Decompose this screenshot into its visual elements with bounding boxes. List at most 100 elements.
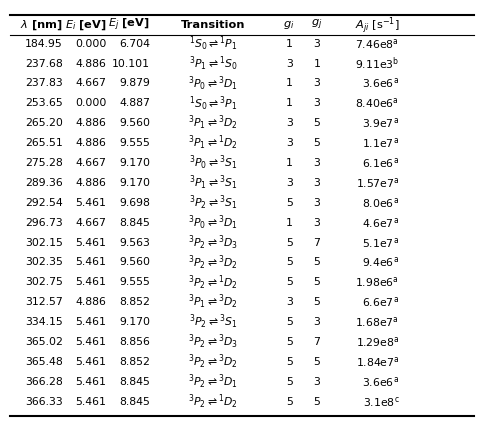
Text: 3: 3	[314, 317, 320, 327]
Text: 184.95: 184.95	[25, 39, 63, 49]
Text: 3: 3	[286, 118, 293, 128]
Text: 4.667: 4.667	[76, 218, 106, 228]
Text: 7: 7	[314, 238, 320, 247]
Text: 312.57: 312.57	[25, 297, 63, 307]
Text: 1: 1	[286, 218, 293, 228]
Text: $g_j$: $g_j$	[311, 18, 323, 32]
Text: 5: 5	[286, 317, 293, 327]
Text: 1.84e7$^{\mathrm{a}}$: 1.84e7$^{\mathrm{a}}$	[356, 355, 399, 369]
Text: 8.856: 8.856	[119, 337, 150, 347]
Text: 0.000: 0.000	[75, 98, 106, 108]
Text: 334.15: 334.15	[25, 317, 63, 327]
Text: 9.879: 9.879	[119, 79, 150, 88]
Text: 5: 5	[286, 397, 293, 406]
Text: $\lambda$ [nm]: $\lambda$ [nm]	[20, 18, 63, 32]
Text: $A_{ji}\ [\mathrm{s}^{-1}]$: $A_{ji}\ [\mathrm{s}^{-1}]$	[355, 14, 399, 36]
Text: 3: 3	[286, 138, 293, 148]
Text: 4.667: 4.667	[76, 79, 106, 88]
Text: 9.170: 9.170	[119, 317, 150, 327]
Text: ${}^{1}S_{0}\rightleftharpoons{}^{3}P_{1}$: ${}^{1}S_{0}\rightleftharpoons{}^{3}P_{1…	[189, 94, 238, 113]
Text: 366.28: 366.28	[25, 377, 63, 387]
Text: 9.4e6$^{\mathrm{a}}$: 9.4e6$^{\mathrm{a}}$	[363, 255, 399, 270]
Text: 1: 1	[286, 39, 293, 49]
Text: 6.704: 6.704	[119, 39, 150, 49]
Text: 302.15: 302.15	[25, 238, 63, 247]
Text: 5: 5	[286, 198, 293, 208]
Text: 1: 1	[286, 79, 293, 88]
Text: 7.46e8$^{\mathrm{a}}$: 7.46e8$^{\mathrm{a}}$	[355, 37, 399, 51]
Text: 4.886: 4.886	[76, 118, 106, 128]
Text: 3: 3	[314, 178, 320, 188]
Text: 1: 1	[286, 98, 293, 108]
Text: 5.461: 5.461	[76, 238, 106, 247]
Text: 1.98e6$^{\mathrm{a}}$: 1.98e6$^{\mathrm{a}}$	[355, 275, 399, 289]
Text: ${}^{3}P_{2}\rightleftharpoons{}^{3}D_{3}$: ${}^{3}P_{2}\rightleftharpoons{}^{3}D_{3…	[188, 233, 238, 252]
Text: 1: 1	[286, 158, 293, 168]
Text: 3: 3	[314, 98, 320, 108]
Text: 5: 5	[314, 297, 320, 307]
Text: 5.461: 5.461	[76, 377, 106, 387]
Text: 4.887: 4.887	[119, 98, 150, 108]
Text: ${}^{3}P_{2}\rightleftharpoons{}^{3}D_{2}$: ${}^{3}P_{2}\rightleftharpoons{}^{3}D_{2…	[188, 253, 238, 272]
Text: 6.1e6$^{\mathrm{a}}$: 6.1e6$^{\mathrm{a}}$	[363, 156, 399, 170]
Text: 8.852: 8.852	[119, 297, 150, 307]
Text: 5: 5	[286, 357, 293, 367]
Text: 1: 1	[314, 59, 320, 69]
Text: 3: 3	[314, 377, 320, 387]
Text: 5: 5	[314, 138, 320, 148]
Text: Transition: Transition	[181, 20, 245, 30]
Text: 4.886: 4.886	[76, 138, 106, 148]
Text: 9.698: 9.698	[119, 198, 150, 208]
Text: 4.6e7$^{\mathrm{a}}$: 4.6e7$^{\mathrm{a}}$	[363, 215, 399, 230]
Text: 3: 3	[286, 297, 293, 307]
Text: 8.845: 8.845	[119, 218, 150, 228]
Text: 8.40e6$^{\mathrm{a}}$: 8.40e6$^{\mathrm{a}}$	[355, 96, 399, 111]
Text: 4.886: 4.886	[76, 178, 106, 188]
Text: 9.560: 9.560	[119, 257, 150, 267]
Text: ${}^{3}P_{0}\rightleftharpoons{}^{3}D_{1}$: ${}^{3}P_{0}\rightleftharpoons{}^{3}D_{1…	[188, 74, 238, 93]
Text: ${}^{3}P_{1}\rightleftharpoons{}^{3}S_{1}$: ${}^{3}P_{1}\rightleftharpoons{}^{3}S_{1…	[189, 173, 238, 192]
Text: ${}^{3}P_{1}\rightleftharpoons{}^{1}D_{2}$: ${}^{3}P_{1}\rightleftharpoons{}^{1}D_{2…	[188, 134, 238, 153]
Text: 3: 3	[314, 158, 320, 168]
Text: ${}^{3}P_{2}\rightleftharpoons{}^{1}D_{2}$: ${}^{3}P_{2}\rightleftharpoons{}^{1}D_{2…	[188, 392, 238, 411]
Text: ${}^{1}S_{0}\rightleftharpoons{}^{1}P_{1}$: ${}^{1}S_{0}\rightleftharpoons{}^{1}P_{1…	[189, 35, 238, 53]
Text: 5: 5	[314, 397, 320, 406]
Text: 3.6e6$^{\mathrm{a}}$: 3.6e6$^{\mathrm{a}}$	[363, 375, 399, 389]
Text: 5.461: 5.461	[76, 317, 106, 327]
Text: ${}^{3}P_{2}\rightleftharpoons{}^{3}D_{3}$: ${}^{3}P_{2}\rightleftharpoons{}^{3}D_{3…	[188, 333, 238, 351]
Text: 1.68e7$^{\mathrm{a}}$: 1.68e7$^{\mathrm{a}}$	[355, 315, 399, 329]
Text: $g_i$: $g_i$	[284, 19, 295, 31]
Text: 1.1e7$^{\mathrm{a}}$: 1.1e7$^{\mathrm{a}}$	[363, 136, 399, 150]
Text: 8.852: 8.852	[119, 357, 150, 367]
Text: 5.461: 5.461	[76, 198, 106, 208]
Text: 9.555: 9.555	[119, 138, 150, 148]
Text: 5: 5	[286, 277, 293, 287]
Text: ${}^{3}P_{1}\rightleftharpoons{}^{3}D_{2}$: ${}^{3}P_{1}\rightleftharpoons{}^{3}D_{2…	[188, 293, 238, 312]
Text: 3.1e8$^{\mathrm{c}}$: 3.1e8$^{\mathrm{c}}$	[363, 395, 399, 409]
Text: 5: 5	[314, 257, 320, 267]
Text: 5: 5	[314, 118, 320, 128]
Text: 4.886: 4.886	[76, 297, 106, 307]
Text: 6.6e7$^{\mathrm{a}}$: 6.6e7$^{\mathrm{a}}$	[363, 295, 399, 309]
Text: 9.170: 9.170	[119, 158, 150, 168]
Text: 8.0e6$^{\mathrm{a}}$: 8.0e6$^{\mathrm{a}}$	[363, 196, 399, 210]
Text: 3: 3	[314, 79, 320, 88]
Text: 5: 5	[286, 377, 293, 387]
Text: 4.667: 4.667	[76, 158, 106, 168]
Text: 9.563: 9.563	[119, 238, 150, 247]
Text: 9.11e3$^{\mathrm{b}}$: 9.11e3$^{\mathrm{b}}$	[355, 55, 399, 72]
Text: 275.28: 275.28	[25, 158, 63, 168]
Text: 8.845: 8.845	[119, 397, 150, 406]
Text: 3: 3	[314, 218, 320, 228]
Text: ${}^{3}P_{2}\rightleftharpoons{}^{3}S_{1}$: ${}^{3}P_{2}\rightleftharpoons{}^{3}S_{1…	[189, 194, 238, 212]
Text: 3: 3	[286, 59, 293, 69]
Text: 5.461: 5.461	[76, 257, 106, 267]
Text: 302.35: 302.35	[25, 257, 63, 267]
Text: 265.51: 265.51	[25, 138, 63, 148]
Text: ${}^{3}P_{0}\rightleftharpoons{}^{3}D_{1}$: ${}^{3}P_{0}\rightleftharpoons{}^{3}D_{1…	[188, 213, 238, 232]
Text: 0.000: 0.000	[75, 39, 106, 49]
Text: 9.560: 9.560	[119, 118, 150, 128]
Text: 5: 5	[286, 257, 293, 267]
Text: 9.555: 9.555	[119, 277, 150, 287]
Text: 1.29e8$^{\mathrm{a}}$: 1.29e8$^{\mathrm{a}}$	[356, 335, 399, 349]
